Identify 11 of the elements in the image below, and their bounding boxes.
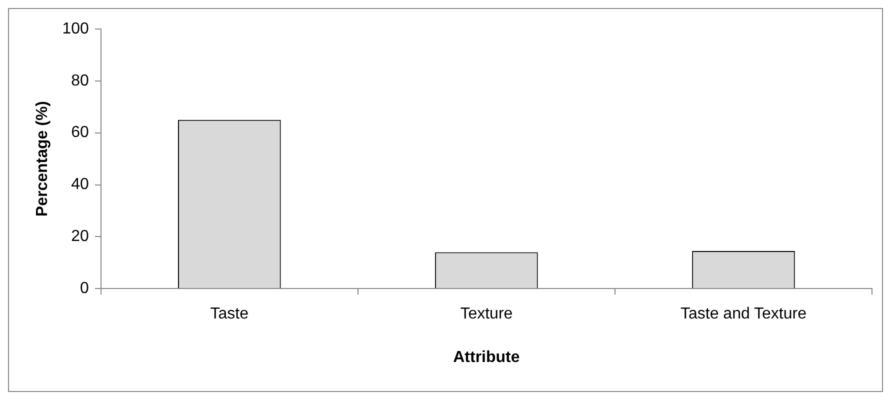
- y-axis-title: Percentage (%): [34, 101, 52, 217]
- y-tick-label: 0: [80, 280, 89, 298]
- x-tick-label: Texture: [460, 306, 513, 323]
- x-tick-label: Taste: [210, 306, 249, 323]
- y-tick-label: 40: [71, 176, 89, 194]
- y-tick-label: 80: [71, 72, 89, 90]
- y-tick-label: 100: [62, 20, 89, 38]
- y-tick-label: 20: [71, 228, 89, 246]
- x-tick-label: Taste and Texture: [680, 306, 807, 323]
- y-tick-label: 60: [71, 124, 89, 142]
- x-axis-title: Attribute: [453, 348, 520, 366]
